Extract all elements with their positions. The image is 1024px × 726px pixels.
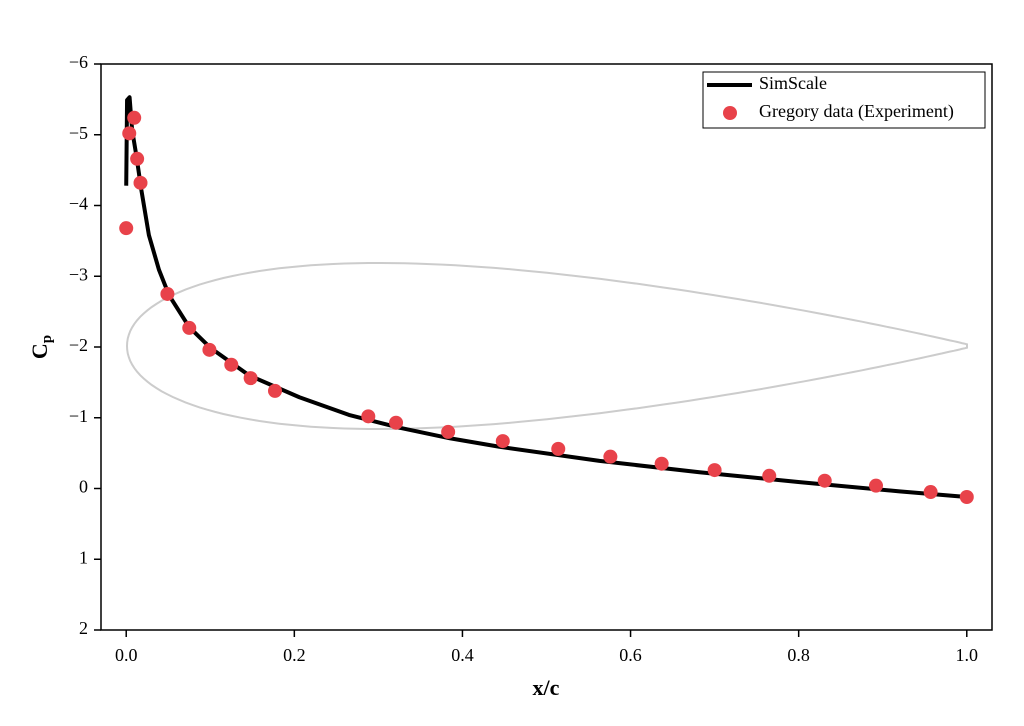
legend-box <box>702 71 986 129</box>
y-axis-title: Cp <box>27 335 55 359</box>
data-point <box>603 449 618 464</box>
x-tick-label: 1.0 <box>956 645 979 665</box>
x-tick-label: 0.2 <box>283 645 306 665</box>
data-point <box>130 151 145 166</box>
data-point <box>762 468 777 483</box>
data-point <box>127 110 142 125</box>
legend-label: Gregory data (Experiment) <box>759 101 954 122</box>
legend-swatch <box>723 106 737 120</box>
data-point <box>923 485 938 500</box>
y-tick-label: −3 <box>69 264 88 284</box>
x-tick-label: 0.4 <box>451 645 474 665</box>
data-point <box>122 126 137 141</box>
data-point <box>389 415 404 430</box>
y-tick-label: 0 <box>79 477 88 497</box>
y-tick-label: −4 <box>69 194 88 214</box>
data-point <box>654 456 669 471</box>
airfoil-outline <box>126 262 968 430</box>
data-point <box>959 489 974 504</box>
x-tick-label: 0.0 <box>115 645 138 665</box>
data-point <box>551 441 566 456</box>
y-tick-label: 1 <box>79 547 88 567</box>
data-point <box>202 342 217 357</box>
simscale-line <box>124 95 967 499</box>
data-point <box>495 434 510 449</box>
data-point <box>361 409 376 424</box>
data-point <box>869 478 884 493</box>
y-tick-label: −6 <box>69 52 88 72</box>
legend-label: SimScale <box>759 73 827 93</box>
data-point <box>817 473 832 488</box>
data-point <box>267 383 282 398</box>
data-point <box>119 221 134 236</box>
y-tick-label: −5 <box>69 123 88 143</box>
data-point <box>441 424 456 439</box>
data-point <box>707 463 722 478</box>
x-tick-label: 0.8 <box>787 645 810 665</box>
data-point <box>182 320 197 335</box>
data-point <box>133 175 148 190</box>
y-tick-label: 2 <box>79 618 88 638</box>
plot-frame <box>100 63 993 631</box>
x-axis-title: x/c <box>533 675 560 700</box>
y-tick-label: −2 <box>69 335 88 355</box>
x-tick-label: 0.6 <box>619 645 642 665</box>
data-point <box>224 357 239 372</box>
data-point <box>243 371 258 386</box>
y-tick-label: −1 <box>69 406 88 426</box>
data-point <box>160 286 175 301</box>
